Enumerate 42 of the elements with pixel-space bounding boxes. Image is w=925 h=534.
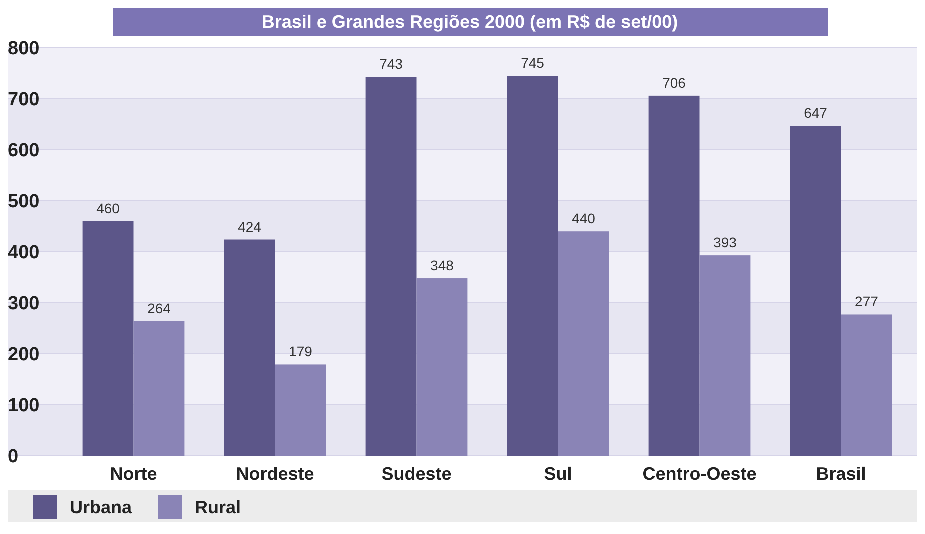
y-tick-label: 400 xyxy=(8,242,40,264)
data-label: 743 xyxy=(380,56,404,72)
bar xyxy=(700,256,751,456)
bar xyxy=(224,240,276,456)
y-tick-label: 100 xyxy=(8,396,40,417)
chart-title: Brasil e Grandes Regiões 2000 (em R$ de set/00) xyxy=(262,12,678,32)
data-label: 264 xyxy=(148,300,172,316)
x-tick-label: Nordeste xyxy=(236,464,314,484)
data-label: 277 xyxy=(855,294,879,310)
data-label: 424 xyxy=(238,218,262,235)
bar xyxy=(416,278,468,456)
bar xyxy=(841,314,892,456)
y-tick-label: 600 xyxy=(8,140,40,162)
x-tick-label: Sudeste xyxy=(382,464,452,484)
data-label: 460 xyxy=(96,200,120,216)
x-tick-label: Brasil xyxy=(816,464,866,484)
data-label: 348 xyxy=(430,258,454,274)
bar xyxy=(648,96,700,456)
bar xyxy=(82,221,134,456)
y-tick-label: 500 xyxy=(8,192,40,213)
data-label: 393 xyxy=(714,234,738,251)
y-tick-label: 0 xyxy=(8,446,19,468)
data-label: 179 xyxy=(289,344,313,360)
data-label: 706 xyxy=(662,74,686,91)
bar xyxy=(507,76,558,456)
data-label: 440 xyxy=(572,210,596,227)
data-label: 647 xyxy=(804,105,828,122)
y-tick-label: 300 xyxy=(8,294,40,315)
y-tick-label: 700 xyxy=(8,90,40,111)
legend-label: Urbana xyxy=(70,497,134,518)
y-tick-label: 800 xyxy=(8,38,40,60)
y-tick-label: 200 xyxy=(8,344,40,366)
bar xyxy=(790,126,842,456)
data-label: 745 xyxy=(521,55,545,72)
bar xyxy=(275,364,326,456)
bar xyxy=(366,77,417,456)
x-tick-label: Sul xyxy=(544,464,572,484)
legend-label: Rural xyxy=(195,497,242,518)
bar xyxy=(558,232,610,456)
bar xyxy=(134,321,185,456)
x-tick-label: Centro-Oeste xyxy=(642,464,757,484)
x-tick-label: Norte xyxy=(110,464,158,484)
